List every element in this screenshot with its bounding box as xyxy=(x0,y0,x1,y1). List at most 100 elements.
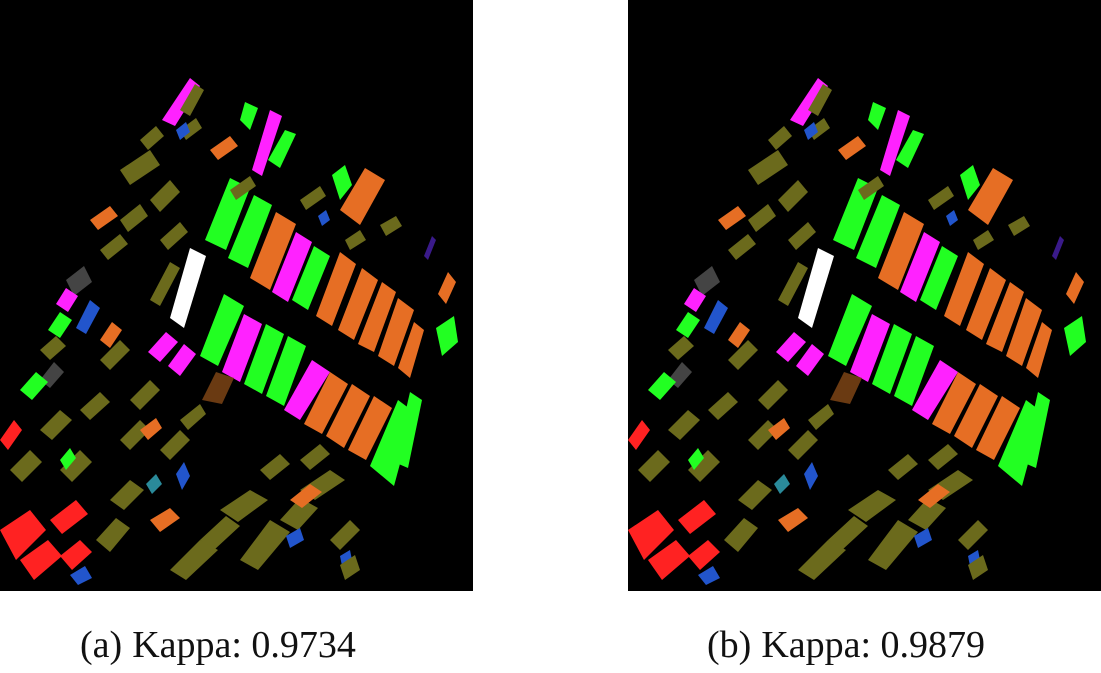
field-region-olive xyxy=(908,498,946,530)
field-region-green xyxy=(48,312,72,338)
field-region-orange xyxy=(718,206,746,230)
field-region-magenta xyxy=(900,232,940,302)
caption-b-label: (b) xyxy=(707,624,752,666)
field-region-olive xyxy=(928,444,958,470)
field-region-orange xyxy=(358,282,396,352)
field-region-olive xyxy=(748,150,788,185)
field-region-olive xyxy=(380,216,402,236)
field-region-green xyxy=(292,246,330,310)
field-region-olive xyxy=(748,420,778,450)
field-region-green xyxy=(266,336,306,406)
field-region-orange xyxy=(340,168,385,225)
field-region-olive xyxy=(40,336,66,360)
field-region-orange xyxy=(290,484,322,508)
field-region-green xyxy=(370,400,414,486)
field-region-blue xyxy=(968,550,980,566)
field-region-orange xyxy=(338,268,378,340)
field-region-orange xyxy=(100,322,122,348)
field-region-red xyxy=(0,420,22,450)
field-region-red xyxy=(628,420,650,450)
field-region-olive xyxy=(973,230,994,250)
field-region-olive xyxy=(808,84,832,116)
field-region-orange xyxy=(986,282,1024,352)
field-region-blue xyxy=(804,122,818,140)
field-region-olive xyxy=(96,518,130,552)
field-region-olive xyxy=(60,450,92,482)
field-region-red xyxy=(688,540,720,570)
field-region-olive xyxy=(928,186,954,210)
field-region-olive xyxy=(280,498,318,530)
field-region-olive xyxy=(668,410,700,440)
field-region-olive xyxy=(638,450,670,482)
field-region-green xyxy=(868,102,886,130)
field-region-magenta xyxy=(776,332,806,362)
field-region-green xyxy=(688,448,704,470)
field-region-orange xyxy=(1066,272,1084,304)
field-region-olive xyxy=(160,430,190,460)
field-region-olive xyxy=(160,222,188,250)
field-region-green xyxy=(200,294,244,366)
field-region-magenta xyxy=(162,78,200,126)
field-region-orange xyxy=(348,396,392,460)
field-region-olive xyxy=(828,516,868,550)
field-region-olive xyxy=(848,490,896,522)
classification-map-panel-a xyxy=(0,0,473,591)
field-region-blue xyxy=(176,122,190,140)
field-region-blue xyxy=(698,566,720,585)
field-region-green xyxy=(240,102,258,130)
field-region-orange xyxy=(966,268,1006,340)
field-region-olive xyxy=(220,490,268,522)
field-region-orange xyxy=(210,136,238,160)
field-region-magenta xyxy=(912,360,958,420)
field-region-purple xyxy=(1052,236,1064,260)
field-region-red xyxy=(628,510,674,560)
field-region-green xyxy=(1022,392,1050,468)
field-region-green xyxy=(856,195,900,268)
field-region-green xyxy=(332,165,352,200)
field-region-olive xyxy=(200,516,240,550)
field-region-red xyxy=(648,540,690,580)
field-region-orange xyxy=(878,212,924,290)
field-region-olive xyxy=(300,444,330,470)
field-region-olive xyxy=(230,176,256,200)
classification-map-a xyxy=(0,0,473,591)
field-region-olive xyxy=(728,234,756,260)
field-region-orange xyxy=(90,206,118,230)
field-region-blue xyxy=(70,566,92,585)
caption-a: (a) Kappa: 0.9734 xyxy=(80,623,356,667)
field-region-blue xyxy=(176,462,190,490)
field-region-magenta xyxy=(148,332,178,362)
field-region-olive xyxy=(120,150,160,185)
field-region-orange xyxy=(944,252,984,326)
field-region-olive xyxy=(808,404,834,430)
field-region-olive xyxy=(100,340,130,370)
field-region-olive xyxy=(708,392,738,420)
field-region-gray xyxy=(694,266,720,296)
field-region-magenta xyxy=(222,314,262,382)
field-region-magenta xyxy=(56,288,78,312)
field-region-green xyxy=(20,372,48,400)
field-region-blue xyxy=(804,462,818,490)
field-region-olive xyxy=(150,262,180,306)
classification-map-b xyxy=(628,0,1101,591)
field-region-olive xyxy=(170,540,218,580)
field-region-red xyxy=(20,540,62,580)
field-region-olive xyxy=(868,520,918,570)
field-region-olive xyxy=(958,520,988,550)
field-region-green xyxy=(394,392,422,468)
field-region-teal xyxy=(146,474,162,494)
field-region-blue xyxy=(76,300,100,334)
field-region-blue xyxy=(340,550,352,566)
field-region-magenta xyxy=(880,110,910,176)
field-region-olive xyxy=(120,420,150,450)
field-region-blue xyxy=(946,210,958,226)
field-region-olive xyxy=(240,520,290,570)
field-region-blue xyxy=(318,210,330,226)
field-region-orange xyxy=(398,322,424,378)
field-region-orange xyxy=(304,372,348,434)
field-region-orange xyxy=(838,136,866,160)
field-region-orange xyxy=(976,396,1020,460)
field-region-olive xyxy=(768,126,792,150)
field-region-green xyxy=(920,246,958,310)
field-region-olive xyxy=(778,180,808,212)
